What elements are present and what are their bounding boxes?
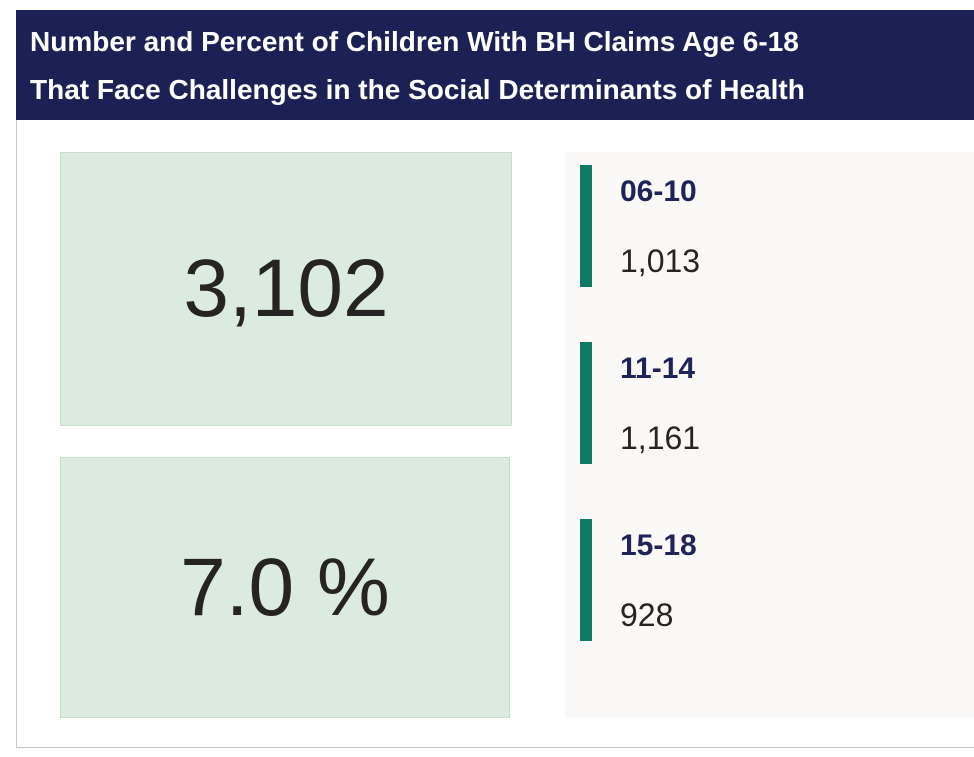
group-label: 11-14	[620, 352, 696, 385]
group-value: 1,161	[620, 420, 701, 456]
header: Number and Percent of Children With BH C…	[16, 10, 974, 120]
group-label: 15-18	[620, 529, 697, 562]
group-label: 06-10	[620, 175, 697, 208]
accent-bar	[580, 519, 592, 641]
accent-bar	[580, 165, 592, 287]
kpi-card: 3,102	[60, 152, 512, 426]
title-line: That Face Challenges in the Social Deter…	[30, 74, 805, 105]
group-value: 928	[620, 597, 674, 633]
group-value: 1,013	[620, 243, 701, 279]
accent-bar	[580, 342, 592, 464]
breakdown-panel	[565, 152, 974, 718]
kpi-card: 7.0 %	[60, 457, 510, 718]
title-line: Number and Percent of Children With BH C…	[30, 26, 799, 57]
